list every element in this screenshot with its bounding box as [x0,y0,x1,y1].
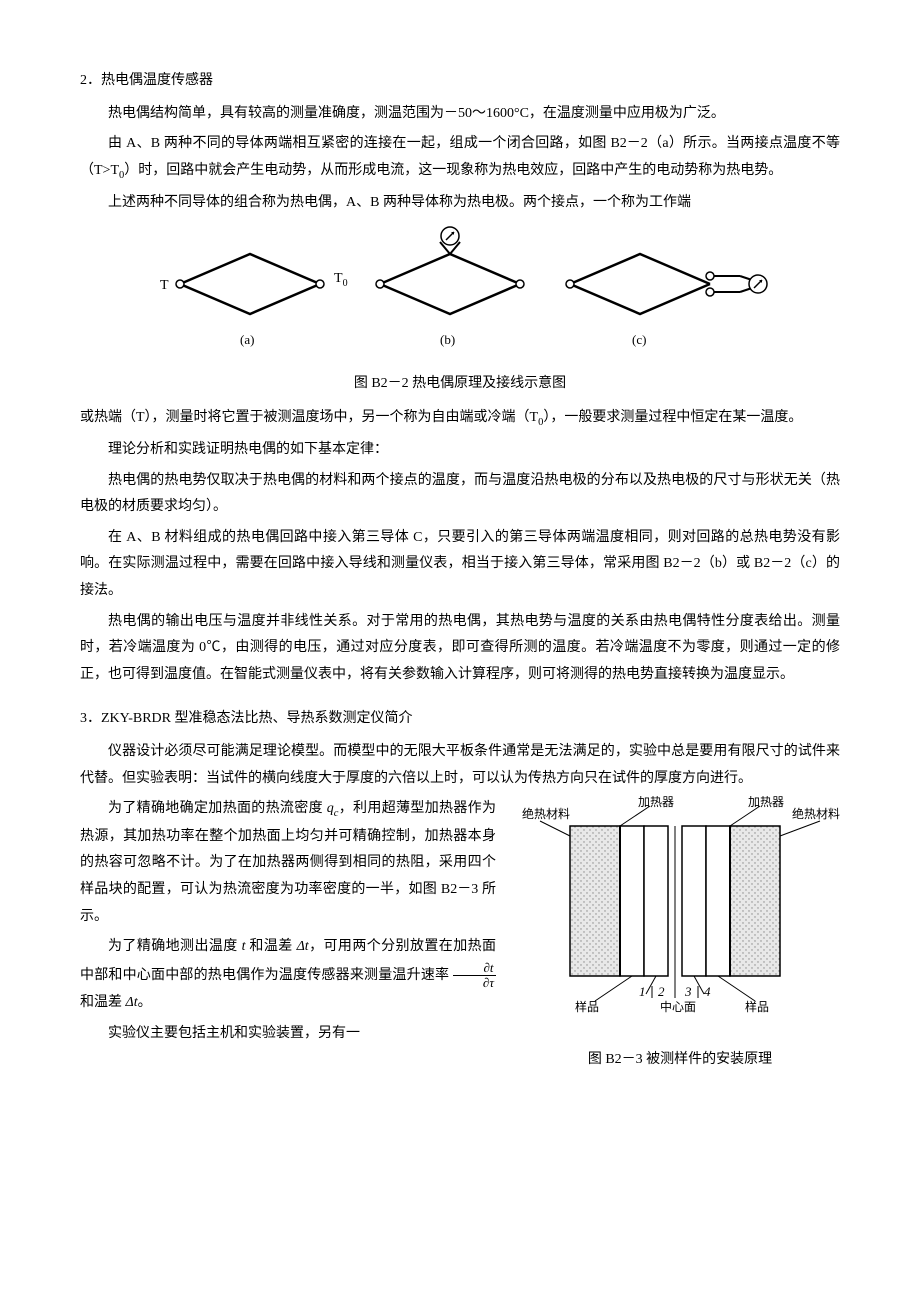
left-column: 为了精确地确定加热面的热流密度 qc，利用超薄型加热器作为热源，其加热功率在整个… [80,796,496,1051]
figure-b2-2: T T0 (a) (b) [80,224,840,365]
qc: q [327,801,334,816]
s3l-p1a: 为了精确地确定加热面的热流密度 [108,801,327,816]
dt2: Δt [126,995,138,1010]
s3l-p2b: 和温差 [246,939,297,954]
fig-c: (c) [566,254,767,347]
svg-text:T0: T0 [334,271,348,289]
num1: 1 [639,984,646,999]
s3-left-p3: 实验仪主要包括主机和实验装置，另有一 [80,1021,496,1048]
sample2 [644,826,668,976]
fig-b: (b) [376,227,524,347]
insul-r-label: 绝热材料 [792,806,840,821]
two-column: 为了精确地确定加热面的热流密度 qc，利用超薄型加热器作为热源，其加热功率在整个… [80,796,840,1081]
center-label: 中心面 [660,999,696,1014]
heater-r: 加热器 [748,796,784,809]
fig-b2-3-caption: 图 B2－3 被测样件的安装原理 [520,1047,840,1074]
s3l-p2e: 。 [138,995,152,1010]
s3-left-p2: 为了精确地测出温度 t 和温差 Δt，可用两个分别放置在加热面中部和中心面中部的… [80,934,496,1017]
fig-a-T: T [160,278,169,293]
s2-p7: 在 A、B 材料组成的热电偶回路中接入第三导体 C，只要引入的第三导体两端温度相… [80,525,840,605]
dt1: Δt [297,939,309,954]
s2-p6: 热电偶的热电势仅取决于热电偶的材料和两个接点的温度，而与温度沿热电极的分布以及热… [80,468,840,521]
s3l-p2d: 和温差 [80,995,126,1010]
fig-a-T0sub: 0 [343,278,348,289]
sample3 [682,826,706,976]
s2-p4: 或热端（T），测量时将它置于被测温度场中，另一个称为自由端或冷端（T0），一般要… [80,405,840,433]
fig-c-label: (c) [632,332,646,347]
right-column: 加热器 加热器 绝热材料 绝热材料 样品 样品 1 2 3 4 中心面 图 B2… [520,796,840,1081]
s2-p4-b: ），一般要求测量过程中恒定在某一温度。 [543,410,802,425]
num4: 4 [704,984,711,999]
frac-den: ∂τ [453,976,496,990]
partial-frac: ∂t∂τ [453,961,496,991]
frac-num: ∂t [453,961,496,976]
s2-p8: 热电偶的输出电压与温度并非线性关系。对于常用的热电偶，其热电势与温度的关系由热电… [80,609,840,689]
s2-p1: 热电偶结构简单，具有较高的测量准确度，测温范围为－50～1600°C，在温度测量… [80,101,840,128]
sample1 [620,826,644,976]
thermocouple-diagram: T T0 (a) (b) [140,224,780,354]
s3l-p1b: ，利用超薄型加热器作为热源，其加热功率在整个加热面上均匀并可精确控制，加热器本身… [80,801,496,924]
fig-b-label: (b) [440,332,455,347]
fig-a-label: (a) [240,332,254,347]
fig-a: T T0 (a) [160,254,348,347]
num3: 3 [684,984,692,999]
sample-l-label: 样品 [575,999,599,1014]
s2-p2-b: ）时，回路中就会产生电动势，从而形成电流，这一现象称为热电效应，回路中产生的电动… [124,163,782,178]
sample-assembly-diagram: 加热器 加热器 绝热材料 绝热材料 样品 样品 1 2 3 4 中心面 [520,796,840,1026]
s2-p2: 由 A、B 两种不同的导体两端相互紧密的连接在一起，组成一个闭合回路，如图 B2… [80,131,840,185]
insul-l-label: 绝热材料 [522,806,570,821]
s3-p1: 仪器设计必须尽可能满足理论模型。而模型中的无限大平板条件通常是无法满足的，实验中… [80,739,840,792]
s3l-p2a: 为了精确地测出温度 [108,939,242,954]
heater-l: 加热器 [638,796,674,809]
num2: 2 [658,984,665,999]
s2-p3: 上述两种不同导体的组合称为热电偶，A、B 两种导体称为热电极。两个接点，一个称为… [80,190,840,217]
fig-b2-2-caption: 图 B2－2 热电偶原理及接线示意图 [80,371,840,398]
insul-right [730,826,780,976]
section3-title: 3．ZKY-BRDR 型准稳态法比热、导热系数测定仪简介 [80,706,840,733]
sample-r-label: 样品 [745,999,769,1014]
section2-title: 2．热电偶温度传感器 [80,68,840,95]
s2-p5: 理论分析和实践证明热电偶的如下基本定律： [80,437,840,464]
insul-left [570,826,620,976]
s2-p4-a: 或热端（T），测量时将它置于被测温度场中，另一个称为自由端或冷端（T [80,410,538,425]
sample4 [706,826,730,976]
s3-left-p1: 为了精确地确定加热面的热流密度 qc，利用超薄型加热器作为热源，其加热功率在整个… [80,796,496,930]
